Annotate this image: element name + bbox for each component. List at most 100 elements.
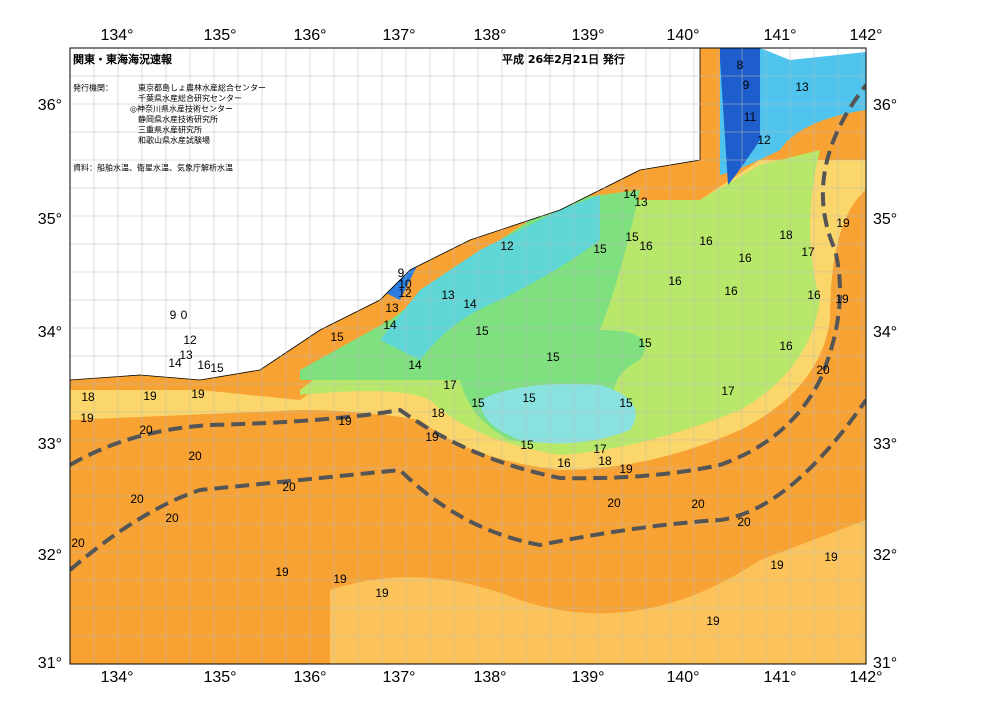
lat-label-left: 35°	[38, 211, 62, 228]
lat-label-right: 33°	[873, 436, 897, 453]
contour-label: 15	[210, 361, 224, 375]
lat-label-left: 34°	[38, 324, 62, 341]
contour-label: 15	[522, 391, 536, 405]
contour-label: 17	[593, 442, 607, 456]
lon-label-bottom: 134°	[100, 669, 133, 686]
lon-label-top: 141°	[763, 27, 796, 44]
lon-label-bottom: 140°	[666, 669, 699, 686]
contour-label: 14	[408, 358, 422, 372]
contour-label: 18	[81, 390, 95, 404]
lon-label-top: 136°	[293, 27, 326, 44]
issuer: 千葉県水産総合研究センター	[138, 93, 242, 103]
contour-label: 19	[275, 565, 289, 579]
zone-19	[330, 520, 866, 664]
contour-label: 11	[744, 110, 757, 124]
contour-label: 15	[471, 396, 485, 410]
contour-label: 9	[743, 78, 750, 92]
lat-label-left: 32°	[38, 547, 62, 564]
contour-label: 15	[330, 330, 344, 344]
issuers: 東京都島しょ農林水産総合センター千葉県水産総合研究センター◎神奈川県水産技術セン…	[130, 83, 266, 146]
contour-label: 14	[463, 297, 477, 311]
contour-label: 16	[197, 358, 211, 372]
lat-label-left: 36°	[38, 97, 62, 114]
contour-label: 19	[143, 389, 157, 403]
zone-8	[720, 48, 760, 185]
contour-label: 20	[165, 511, 179, 525]
contour-label: 20	[130, 492, 144, 506]
lon-label-top: 139°	[571, 27, 604, 44]
contour-label: 18	[598, 454, 612, 468]
lon-label-bottom: 141°	[763, 669, 796, 686]
contour-label: 14	[623, 187, 637, 201]
contour-label: 19	[770, 558, 784, 572]
contour-label: 20	[188, 449, 202, 463]
contour-label: 20	[816, 363, 830, 377]
land-kanto	[760, 48, 866, 60]
contour-label: 15	[619, 396, 633, 410]
issuer: 東京都島しょ農林水産総合センター	[138, 83, 266, 93]
contour-label: 20	[139, 423, 153, 437]
contour-label: 18	[431, 406, 445, 420]
contour-label: 19	[80, 411, 94, 425]
contour-label: 19	[836, 216, 850, 230]
contour-label: 12	[398, 286, 412, 300]
contour-label: 14	[168, 356, 182, 370]
lat-label-right: 36°	[873, 97, 897, 114]
issuer: 三重県水産研究所	[138, 125, 202, 135]
contour-label: 16	[779, 339, 793, 353]
lon-label-top: 140°	[666, 27, 699, 44]
land-honshu	[70, 48, 701, 381]
contour-label: 20	[691, 497, 705, 511]
contour-label: 16	[668, 274, 682, 288]
kuroshio-south	[70, 398, 866, 572]
contour-label: 15	[593, 242, 607, 256]
contour-label: 19	[619, 462, 633, 476]
contour-label: 19	[425, 430, 439, 444]
contour-label: 17	[443, 378, 457, 392]
issuers-label: 発行機関：	[73, 83, 113, 93]
contour-label: 13	[441, 288, 455, 302]
issue-date: 平成 26年2月21日 発行	[502, 52, 625, 66]
source: 資料：船舶水温、衛星水温、気象庁解析水温	[73, 163, 233, 173]
contour-label: 13	[795, 80, 809, 94]
contour-label: 20	[737, 515, 751, 529]
contour-label: 17	[801, 245, 815, 259]
zone-13	[380, 195, 600, 360]
zone-20	[70, 330, 866, 664]
zone-15-pool	[480, 384, 636, 444]
contour-label: 13	[634, 195, 648, 209]
lat-label-right: 31°	[873, 655, 897, 672]
issuer: 和歌山県水産試験場	[138, 135, 210, 145]
lon-label-top: 137°	[382, 27, 415, 44]
contour-label: 13	[385, 301, 399, 315]
contour-label: 19	[835, 292, 849, 306]
contour-label: 20	[607, 496, 621, 510]
contour-label: 19	[706, 614, 720, 628]
contour-label: 16	[639, 239, 653, 253]
lat-label-left: 31°	[38, 655, 62, 672]
lon-label-top: 142°	[849, 27, 882, 44]
contour-label: 9	[398, 266, 405, 280]
axis-labels: 134° 134° 135° 135° 136° 136° 137° 137° 138° 138°…	[38, 27, 897, 686]
lon-label-bottom: 135°	[203, 669, 236, 686]
contour-label: 15	[475, 324, 489, 338]
contour-label: 20	[282, 480, 296, 494]
lon-label-top: 135°	[203, 27, 236, 44]
contour-label: 17	[721, 384, 735, 398]
contour-label: 19	[338, 414, 352, 428]
lon-label-top: 138°	[473, 27, 506, 44]
lon-label-bottom: 137°	[382, 669, 415, 686]
contour-label: 19	[824, 550, 838, 564]
lat-label-right: 32°	[873, 547, 897, 564]
graticule	[70, 48, 866, 664]
contour-label: 12	[183, 333, 197, 347]
lat-label-right: 34°	[873, 324, 897, 341]
lon-label-top: 134°	[100, 27, 133, 44]
contour-label: 18	[779, 228, 793, 242]
contour-label: 15	[638, 336, 652, 350]
issuer: ◎神奈川県水産技術センター	[130, 104, 233, 114]
contour-label: 12	[500, 239, 514, 253]
